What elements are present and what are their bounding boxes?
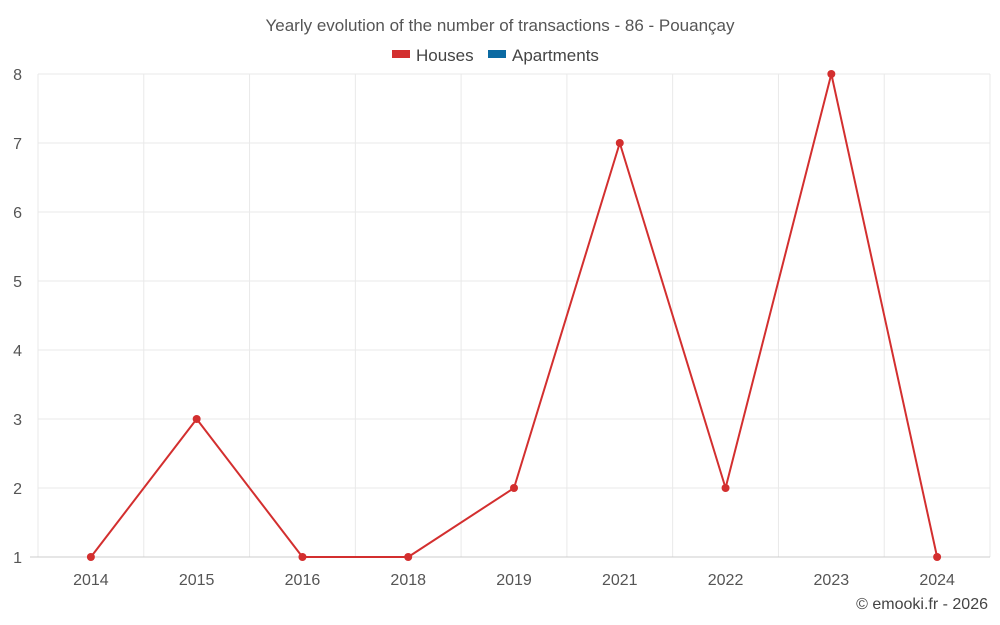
legend: Houses Apartments	[392, 46, 599, 65]
y-tick-label: 8	[13, 67, 22, 84]
data-point-houses-2019[interactable]	[510, 484, 518, 492]
chart-title: Yearly evolution of the number of transa…	[265, 16, 735, 35]
x-tick-label: 2021	[602, 572, 638, 589]
series-houses	[86, 70, 942, 561]
x-axis: 2014 2015 2016 2018 2019 2021 2022 2023 2024	[73, 572, 955, 589]
legend-label-houses[interactable]: Houses	[416, 46, 474, 65]
y-tick-label: 4	[13, 343, 22, 360]
legend-swatch-apartments[interactable]	[488, 50, 506, 58]
y-tick-label: 3	[13, 412, 22, 429]
y-tick-label: 5	[13, 274, 22, 291]
x-tick-label: 2022	[708, 572, 744, 589]
data-point-houses-2023[interactable]	[827, 70, 836, 78]
grid	[30, 73, 991, 558]
x-tick-label: 2023	[814, 572, 850, 589]
data-point-houses-2015[interactable]	[192, 415, 201, 423]
credit-text: © emooki.fr - 2026	[856, 596, 988, 613]
y-tick-label: 7	[13, 136, 22, 153]
data-point-houses-2014[interactable]	[86, 553, 95, 561]
y-axis: 1 2 3 4 5 6 7 8	[13, 67, 22, 567]
x-tick-label: 2014	[73, 572, 109, 589]
y-tick-label: 6	[13, 205, 22, 222]
y-tick-label: 1	[13, 550, 22, 567]
data-point-houses-2016[interactable]	[298, 553, 307, 561]
data-point-houses-2018[interactable]	[404, 553, 413, 561]
x-tick-label: 2015	[179, 572, 215, 589]
legend-label-apartments[interactable]: Apartments	[512, 46, 599, 65]
x-tick-label: 2019	[496, 572, 532, 589]
x-tick-label: 2018	[390, 572, 426, 589]
x-tick-label: 2016	[285, 572, 321, 589]
data-point-houses-2022[interactable]	[721, 484, 730, 492]
x-tick-label: 2024	[919, 572, 955, 589]
legend-swatch-houses[interactable]	[392, 50, 410, 58]
data-point-houses-2021[interactable]	[615, 139, 624, 147]
data-point-houses-2024[interactable]	[933, 553, 942, 561]
y-tick-label: 2	[13, 481, 22, 498]
